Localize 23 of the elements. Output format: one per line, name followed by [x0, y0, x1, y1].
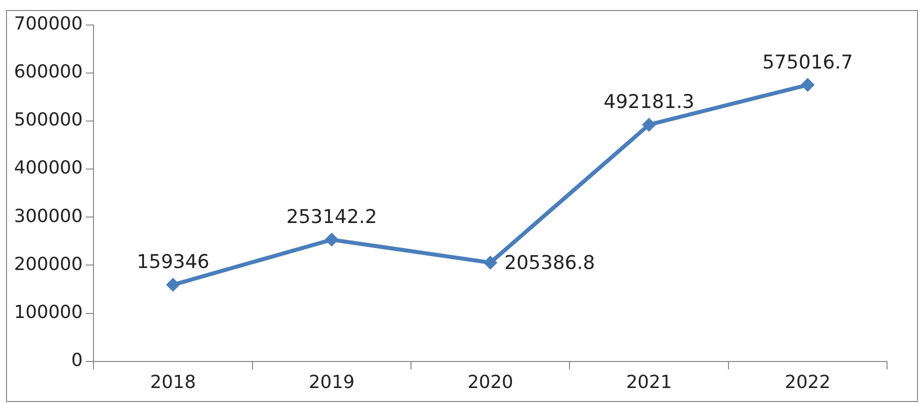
y-tick-label: 200000: [14, 254, 83, 275]
point: [483, 256, 498, 270]
y-tick-label: 500000: [14, 110, 83, 131]
data-label: 205386.8: [504, 252, 596, 274]
x-tick-label: 2019: [308, 372, 355, 393]
x-tick-label: 2020: [467, 372, 514, 393]
y-tick-label: 400000: [14, 158, 83, 179]
data-label: 253142.2: [286, 206, 378, 228]
x-tick-label: 2021: [626, 372, 672, 393]
data-label: 575016.7: [762, 51, 854, 74]
point: [166, 278, 180, 292]
point: [800, 78, 815, 92]
y-tick-label: 100000: [14, 302, 83, 323]
y-tick-label: 300000: [14, 206, 83, 227]
y-tick-label: 0: [71, 350, 83, 372]
data-label: 492181.3: [604, 91, 694, 114]
x-tick-label: 2022: [784, 372, 831, 393]
point: [642, 118, 656, 132]
point: [324, 232, 339, 247]
data-label: 159346: [136, 251, 210, 274]
y-tick-label: 600000: [14, 62, 83, 83]
x-tick-label: 2018: [150, 372, 196, 393]
y-tick-label: 700000: [14, 13, 83, 34]
